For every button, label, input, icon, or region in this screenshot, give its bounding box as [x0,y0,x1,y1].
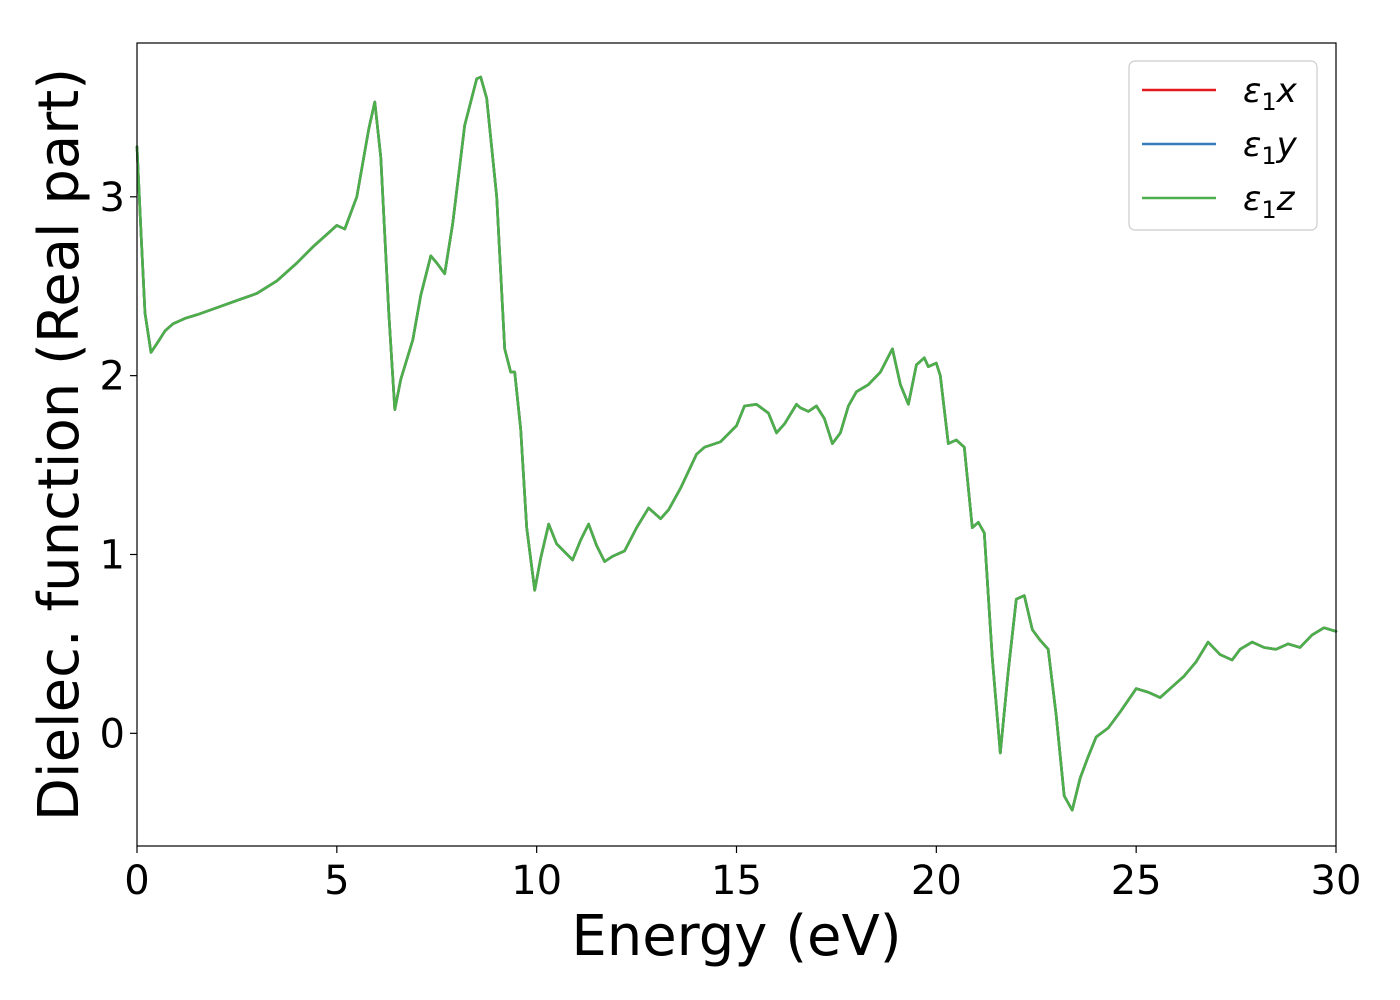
x-tick-label: 25 [1111,858,1162,904]
x-tick-label: 10 [511,858,562,904]
x-tick-label: 30 [1311,858,1362,904]
y-tick-label: 3 [100,175,125,221]
x-tick-label: 15 [711,858,762,904]
x-tick-label: 0 [124,858,149,904]
y-tick-label: 1 [100,532,125,578]
y-axis-title: Dielec. function (Real part) [27,68,92,821]
x-axis-title: Energy (eV) [571,904,901,969]
y-tick-label: 2 [100,354,125,400]
x-tick-label: 20 [911,858,962,904]
x-tick-label: 5 [324,858,349,904]
y-tick-label: 0 [100,711,125,757]
